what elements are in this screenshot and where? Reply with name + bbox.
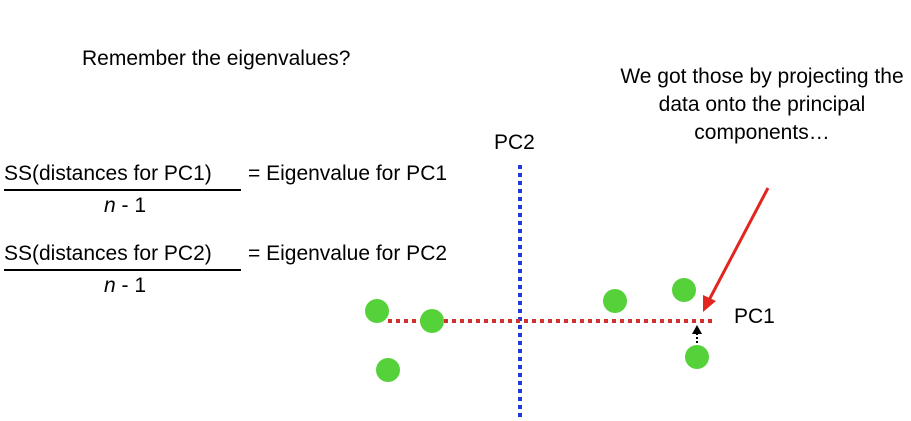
callout-arrowhead xyxy=(703,295,716,312)
pc2-axis-label: PC2 xyxy=(494,131,535,154)
callout-arrow-line xyxy=(706,187,770,303)
data-point xyxy=(365,299,389,323)
pc1-axis-label: PC1 xyxy=(734,305,775,328)
equation-2-numerator: SS(distances for PC2) xyxy=(4,242,212,265)
data-point xyxy=(685,345,709,369)
data-point xyxy=(376,358,400,382)
equation-1-denominator: n - 1 xyxy=(104,194,146,218)
equation-2-fraction-bar xyxy=(4,269,241,271)
equation-1-fraction-bar xyxy=(4,189,241,191)
equation-2-denominator-variable: n xyxy=(104,274,116,297)
projection-arrowhead xyxy=(692,325,702,334)
equation-1-numerator: SS(distances for PC1) xyxy=(4,162,212,185)
data-point xyxy=(420,309,444,333)
equation-1-denominator-rest: - 1 xyxy=(115,194,147,217)
callout-text: We got those by projecting the data onto… xyxy=(620,65,904,144)
data-point xyxy=(672,278,696,302)
equation-2-denominator: n - 1 xyxy=(104,274,146,298)
equation-2-denominator-rest: - 1 xyxy=(115,274,147,297)
equation-1-rhs: = Eigenvalue for PC1 xyxy=(248,162,448,185)
equation-2-rhs: = Eigenvalue for PC2 xyxy=(248,242,448,265)
equation-1-denominator-variable: n xyxy=(104,194,116,217)
data-point xyxy=(603,289,627,313)
page-title: Remember the eigenvalues? xyxy=(82,47,351,70)
